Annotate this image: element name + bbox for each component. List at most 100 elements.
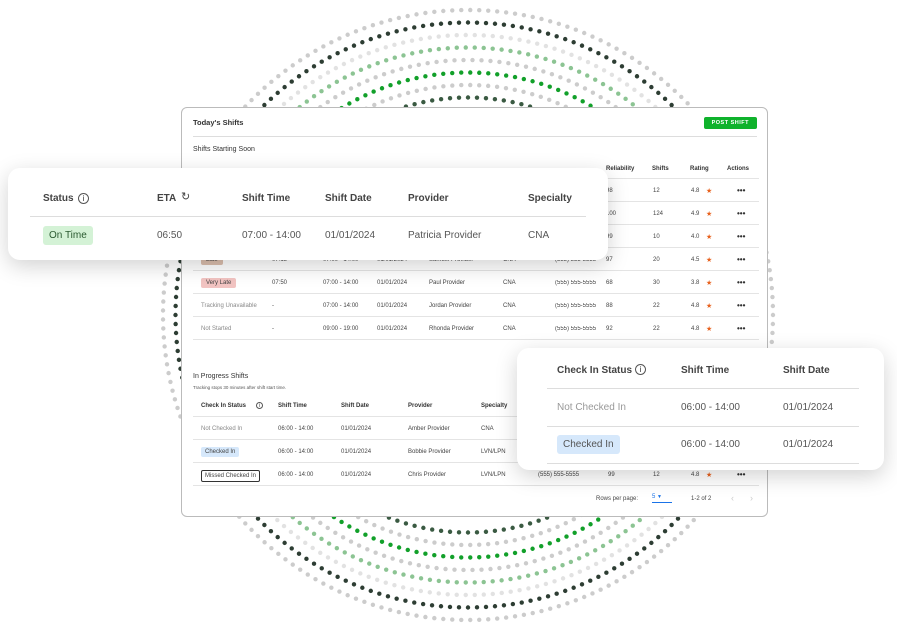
ring-dot bbox=[414, 537, 420, 542]
ring-dot bbox=[335, 574, 340, 580]
ring-dot bbox=[412, 25, 417, 30]
next-page-button[interactable]: › bbox=[750, 493, 753, 503]
refresh-icon[interactable]: ↻ bbox=[181, 191, 191, 203]
ring-dot bbox=[492, 604, 498, 609]
ring-dot bbox=[488, 58, 493, 64]
ring-dot bbox=[624, 543, 630, 548]
ring-dot bbox=[353, 29, 359, 34]
ring-dot bbox=[355, 97, 360, 102]
ring-dot bbox=[606, 42, 611, 47]
rows-per-page-select[interactable]: 5 ▼ bbox=[652, 494, 672, 503]
ring-dot bbox=[290, 562, 295, 567]
cell-date: 01/01/2024 bbox=[783, 439, 834, 450]
ring-dot bbox=[318, 74, 323, 80]
ring-dot bbox=[282, 84, 287, 90]
more-actions-icon[interactable]: ••• bbox=[737, 278, 746, 287]
ring-dot bbox=[303, 540, 308, 546]
cell-shifts: 22 bbox=[653, 303, 660, 309]
ring-dot bbox=[528, 27, 533, 32]
ring-dot bbox=[588, 47, 593, 52]
ring-dot bbox=[375, 61, 380, 66]
ring-dot bbox=[580, 526, 585, 531]
more-actions-icon[interactable]: ••• bbox=[737, 186, 746, 195]
row-divider bbox=[547, 426, 859, 427]
more-actions-icon[interactable]: ••• bbox=[737, 324, 746, 333]
ring-dot bbox=[410, 574, 415, 579]
ring-dot bbox=[405, 13, 410, 19]
ring-dot bbox=[499, 34, 504, 40]
col-header-eta: ETA bbox=[157, 193, 177, 204]
ring-dot bbox=[547, 97, 552, 103]
ring-dot bbox=[490, 33, 495, 39]
ring-dot bbox=[495, 72, 500, 77]
ring-dot bbox=[432, 540, 437, 545]
ring-dot bbox=[390, 556, 395, 561]
cell-reliability: 99 bbox=[608, 472, 615, 478]
cell-date: 01/01/2024 bbox=[341, 472, 372, 478]
ring-dot bbox=[297, 567, 303, 572]
ring-dot bbox=[348, 539, 354, 544]
ring-dot bbox=[356, 82, 362, 87]
ring-dot bbox=[385, 31, 391, 36]
ring-dot bbox=[506, 61, 511, 66]
ring-dot bbox=[651, 71, 657, 76]
ring-dot bbox=[593, 77, 598, 82]
cell-status: Not Checked In bbox=[201, 426, 243, 432]
ring-dot bbox=[405, 611, 410, 617]
more-actions-icon[interactable]: ••• bbox=[737, 232, 746, 241]
row-divider bbox=[193, 316, 759, 317]
cell-status: Very Late bbox=[201, 278, 237, 288]
ring-dot bbox=[438, 21, 444, 26]
ring-dot bbox=[405, 534, 411, 540]
ring-dot bbox=[672, 88, 677, 93]
more-actions-icon[interactable]: ••• bbox=[737, 255, 746, 264]
more-actions-icon[interactable]: ••• bbox=[737, 301, 746, 310]
ring-dot bbox=[512, 537, 517, 543]
ring-dot bbox=[443, 566, 448, 572]
ring-dot bbox=[347, 524, 352, 529]
col-header-provider: Provider bbox=[408, 193, 449, 204]
ring-dot bbox=[519, 600, 524, 605]
ring-dot bbox=[563, 588, 568, 594]
col-header-check-in-status: Check In Status bbox=[557, 365, 633, 376]
ring-dot bbox=[554, 591, 559, 596]
more-actions-icon[interactable]: ••• bbox=[737, 209, 746, 218]
ring-dot bbox=[427, 590, 432, 595]
ring-dot bbox=[558, 550, 563, 555]
ring-dot bbox=[517, 37, 522, 42]
ring-dot bbox=[521, 12, 527, 18]
more-actions-icon[interactable]: ••• bbox=[737, 470, 746, 479]
cell-date: 01/01/2024 bbox=[377, 326, 408, 332]
ring-dot bbox=[537, 29, 542, 34]
ring-dot bbox=[368, 588, 373, 594]
ring-dot bbox=[381, 553, 387, 558]
post-shift-button[interactable]: POST SHIFT bbox=[703, 117, 757, 129]
ring-dot bbox=[363, 519, 369, 524]
ring-dot bbox=[612, 59, 617, 64]
ring-dot bbox=[501, 98, 506, 103]
ring-dot bbox=[367, 561, 372, 566]
ring-dot bbox=[416, 563, 422, 568]
ring-dot bbox=[770, 303, 776, 309]
ring-dot bbox=[479, 567, 484, 572]
ring-dot bbox=[656, 534, 661, 540]
ring-dot bbox=[669, 522, 674, 528]
ring-dot bbox=[427, 35, 432, 40]
ring-dot bbox=[421, 99, 426, 105]
ring-dot bbox=[275, 517, 280, 523]
rows-per-page-label: Rows per page: bbox=[596, 496, 639, 502]
ring-dot bbox=[276, 73, 281, 79]
ring-dot bbox=[499, 590, 504, 596]
ring-dot bbox=[590, 535, 596, 540]
prev-page-button[interactable]: ‹ bbox=[731, 493, 734, 503]
star-icon: ★ bbox=[706, 326, 713, 333]
ring-dot bbox=[363, 93, 368, 98]
ring-dot bbox=[295, 535, 301, 540]
ring-dot bbox=[388, 83, 393, 88]
ring-dot bbox=[521, 535, 526, 541]
ring-dot bbox=[360, 40, 365, 45]
ring-dot bbox=[310, 79, 315, 85]
ring-dot bbox=[289, 546, 294, 551]
cell-provider: Chris Provider bbox=[408, 472, 447, 478]
ring-dot bbox=[521, 76, 527, 82]
